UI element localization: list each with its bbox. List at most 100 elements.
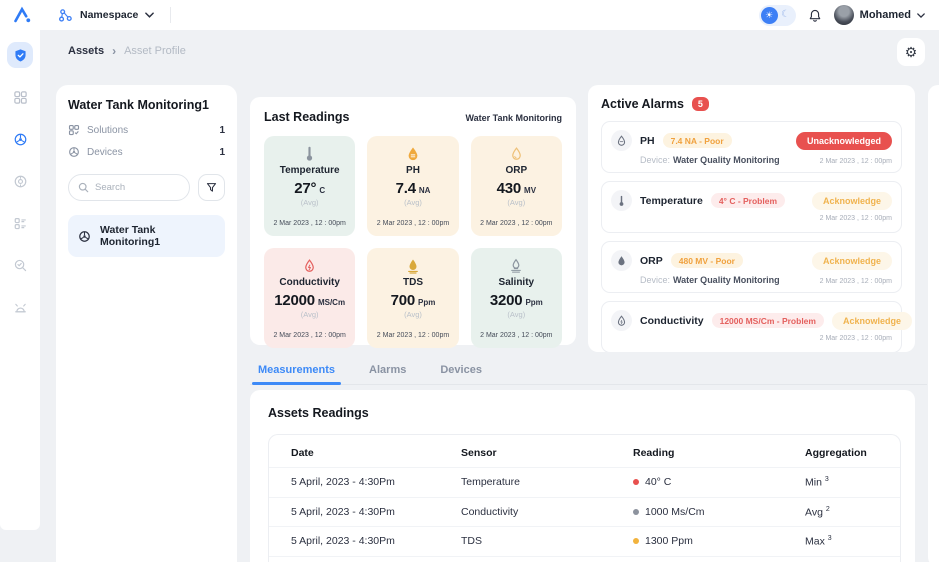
alarm-reading-badge: 7.4 NA - Poor bbox=[662, 133, 732, 148]
namespace-selector[interactable]: Namespace bbox=[58, 8, 155, 23]
ph-drop-icon bbox=[406, 146, 420, 162]
alarm-timestamp: 2 Mar 2023 , 12 : 00pm bbox=[819, 158, 892, 165]
alarm-card-conductivity: Conductivity 12000 MS/Cm - Problem Ackno… bbox=[601, 301, 912, 352]
stat-label: Solutions bbox=[87, 124, 129, 136]
conductivity-drop-icon bbox=[303, 258, 316, 274]
sidebar-item-assets[interactable] bbox=[7, 42, 33, 68]
main-area: Assets › Asset Profile ⚙ Water Tank Moni… bbox=[40, 30, 939, 562]
column-reading: Reading bbox=[633, 447, 675, 459]
column-sensor: Sensor bbox=[461, 447, 497, 459]
acknowledge-button[interactable]: Acknowledge bbox=[831, 311, 912, 330]
breadcrumb-chevron-icon: › bbox=[112, 44, 117, 58]
chevron-down-icon bbox=[145, 12, 155, 18]
acknowledge-button[interactable]: Acknowledge bbox=[811, 191, 892, 210]
alarm-reading-badge: 12000 MS/Cm - Problem bbox=[711, 313, 824, 328]
stat-devices: Devices 1 bbox=[68, 146, 225, 158]
alarm-timestamp: 2 Mar 2023 , 12 : 00pm bbox=[819, 335, 892, 342]
conductivity-drop-icon bbox=[611, 310, 632, 331]
sidebar-item-gateways[interactable] bbox=[7, 168, 33, 194]
active-alarms-title: Active Alarms bbox=[601, 97, 684, 111]
tab-devices[interactable]: Devices bbox=[440, 364, 482, 376]
alarm-timestamp: 2 Mar 2023 , 12 : 00pm bbox=[819, 278, 892, 285]
shield-icon bbox=[13, 48, 28, 63]
app-logo-icon bbox=[12, 4, 36, 26]
gear-icon: ⚙ bbox=[904, 43, 918, 60]
last-readings-title: Last Readings bbox=[264, 110, 350, 124]
stat-value: 1 bbox=[219, 146, 225, 158]
table-row: 5 April, 2023 - 4:30Pm TDS 1300 Ppm Max … bbox=[269, 526, 900, 556]
search-icon bbox=[78, 182, 89, 193]
list-layout-icon bbox=[13, 216, 28, 231]
orp-drop-icon bbox=[510, 146, 523, 162]
assets-readings-title: Assets Readings bbox=[268, 406, 369, 420]
clipped-right-panel bbox=[928, 85, 939, 562]
last-readings-panel: Last Readings Water Tank Monitoring Temp… bbox=[250, 97, 576, 348]
ph-drop-icon bbox=[611, 130, 632, 151]
last-readings-subtitle: Water Tank Monitoring bbox=[465, 113, 563, 123]
thermometer-icon bbox=[305, 146, 314, 162]
breadcrumb-assets[interactable]: Assets bbox=[68, 45, 105, 57]
theme-toggle[interactable]: ☀ ☾ bbox=[758, 4, 796, 26]
settings-button[interactable]: ⚙ bbox=[897, 38, 925, 66]
icon-rail bbox=[0, 30, 40, 530]
breadcrumb-page: Asset Profile bbox=[124, 45, 186, 57]
sidebar-item-lists[interactable] bbox=[7, 210, 33, 236]
status-dot bbox=[633, 508, 639, 515]
assets-readings-panel: Assets Readings Date Sensor Reading Aggr… bbox=[250, 390, 915, 562]
solutions-grid-icon bbox=[68, 124, 80, 136]
readings-grid: Temperature 27° C (Avg) 2 Mar 2023 , 12 :… bbox=[264, 136, 562, 348]
status-dot bbox=[633, 479, 639, 486]
reading-card-ph: PH 7.4 NA (Avg) 2 Mar 2023 , 12 : 00pm bbox=[367, 136, 459, 236]
device-wheel-icon bbox=[13, 132, 28, 147]
asset-summary-panel: Water Tank Monitoring1 Solutions 1 Devic… bbox=[56, 85, 237, 562]
search-box[interactable] bbox=[68, 174, 190, 201]
table-row: 5 April, 2023 - 4:30Pm Ph 5 NA Min 5 bbox=[269, 555, 900, 562]
compass-icon bbox=[13, 174, 28, 189]
alarm-count-badge: 5 bbox=[691, 97, 709, 111]
orp-drop-icon bbox=[611, 250, 632, 271]
salinity-icon bbox=[509, 258, 523, 274]
acknowledge-button[interactable]: Unacknowledged bbox=[795, 131, 892, 150]
asset-item-label: Water Tank Monitoring1 bbox=[100, 224, 161, 248]
topbar: Namespace ☀ ☾ Mohamed bbox=[0, 0, 939, 30]
reading-card-temperature: Temperature 27° C (Avg) 2 Mar 2023 , 12 :… bbox=[264, 136, 356, 236]
device-wheel-icon bbox=[78, 230, 91, 243]
sidebar-item-audit[interactable] bbox=[7, 252, 33, 278]
alarm-card-orp: ORP 480 MV - Poor Acknowledge Device: Wa… bbox=[601, 241, 902, 293]
breadcrumb: Assets › Asset Profile bbox=[40, 30, 939, 58]
sidebar-item-alarms[interactable] bbox=[7, 294, 33, 320]
readings-table: Date Sensor Reading Aggregation 5 April,… bbox=[268, 434, 901, 562]
alarm-card-ph: PH 7.4 NA - Poor Unacknowledged Device: … bbox=[601, 121, 902, 173]
asset-list-item[interactable]: Water Tank Monitoring1 bbox=[68, 215, 225, 257]
namespace-icon bbox=[58, 8, 73, 23]
column-aggregation: Aggregation bbox=[805, 447, 867, 459]
table-header-row: Date Sensor Reading Aggregation bbox=[269, 439, 900, 467]
tab-alarms[interactable]: Alarms bbox=[369, 364, 407, 376]
alarm-card-temperature: Temperature 4° C - Problem Acknowledge 2… bbox=[601, 181, 902, 233]
light-mode-icon[interactable]: ☀ bbox=[760, 6, 778, 24]
devices-wheel-icon bbox=[68, 146, 80, 158]
sidebar-item-devices[interactable] bbox=[7, 126, 33, 152]
thermometer-icon bbox=[611, 190, 632, 211]
sidebar-item-solutions[interactable] bbox=[7, 84, 33, 110]
acknowledge-button[interactable]: Acknowledge bbox=[811, 251, 892, 270]
filter-button[interactable] bbox=[198, 174, 225, 201]
topbar-divider bbox=[170, 7, 172, 23]
alarm-icon bbox=[13, 300, 28, 315]
reading-card-orp: ORP 430 MV (Avg) 2 Mar 2023 , 12 : 00pm bbox=[470, 136, 562, 236]
notifications-bell-icon[interactable] bbox=[808, 8, 822, 23]
namespace-label: Namespace bbox=[80, 9, 139, 21]
alarm-timestamp: 2 Mar 2023 , 12 : 00pm bbox=[819, 215, 892, 222]
search-input[interactable] bbox=[95, 182, 180, 193]
tab-measurements[interactable]: Measurements bbox=[251, 358, 342, 385]
apps-grid-icon bbox=[13, 90, 28, 105]
alarm-reading-badge: 4° C - Problem bbox=[710, 193, 786, 208]
reading-card-tds: TDS 700 Ppm (Avg) 2 Mar 2023 , 12 : 00pm bbox=[367, 248, 459, 348]
tds-icon bbox=[406, 258, 420, 274]
column-date: Date bbox=[291, 447, 314, 459]
dark-mode-icon[interactable]: ☾ bbox=[781, 9, 791, 20]
user-menu[interactable]: Mohamed bbox=[833, 5, 925, 25]
avatar bbox=[833, 5, 854, 25]
detail-tabs: Measurements Alarms Devices bbox=[250, 358, 927, 385]
reading-card-conductivity: Conductivity 12000 MS/Cm (Avg) 2 Mar 2023… bbox=[264, 248, 356, 348]
